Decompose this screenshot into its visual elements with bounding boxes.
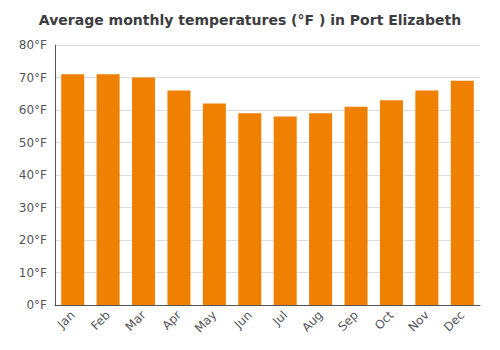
svg-text:Dec: Dec [441,308,467,334]
svg-text:60°F: 60°F [19,103,47,117]
svg-text:Nov: Nov [405,308,431,334]
svg-text:Apr: Apr [159,308,184,333]
svg-text:40°F: 40°F [19,168,47,182]
svg-text:Mar: Mar [123,308,149,334]
svg-text:0°F: 0°F [26,298,47,312]
svg-text:Feb: Feb [88,308,113,333]
svg-text:80°F: 80°F [19,38,47,52]
svg-text:50°F: 50°F [19,136,47,150]
svg-text:Oct: Oct [372,308,397,333]
svg-text:Average monthly temperatures (: Average monthly temperatures (°F ) in Po… [39,12,461,28]
svg-text:Sep: Sep [335,308,361,334]
svg-text:Jul: Jul [269,308,290,329]
svg-text:10°F: 10°F [19,266,47,280]
svg-text:Jan: Jan [54,308,78,332]
svg-text:May: May [192,308,219,335]
svg-text:30°F: 30°F [19,201,47,215]
svg-text:Jun: Jun [231,308,255,332]
svg-text:Aug: Aug [299,308,325,334]
svg-text:20°F: 20°F [19,233,47,247]
svg-text:70°F: 70°F [19,71,47,85]
